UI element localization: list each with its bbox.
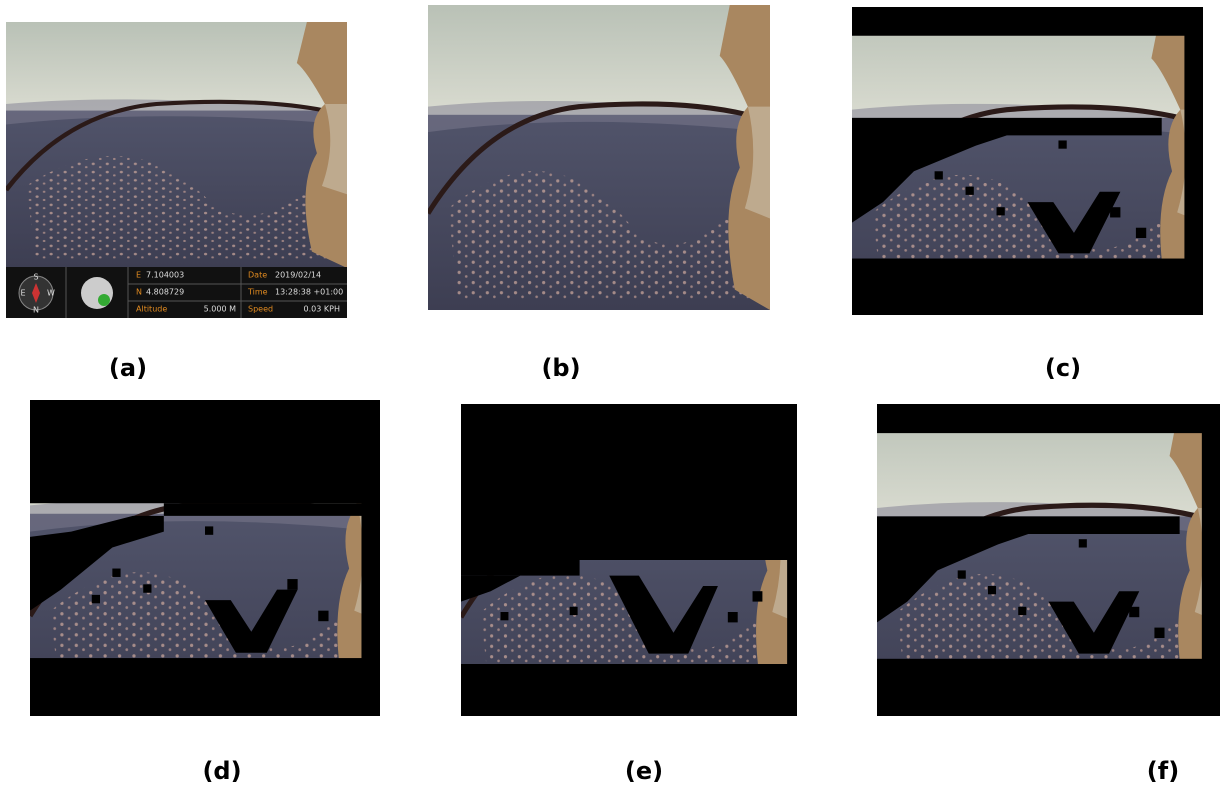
panel-a: S E W N E 7.104003 N 4.808729 Altitude 5…	[6, 22, 347, 318]
photo	[6, 22, 347, 268]
figure: S E W N E 7.104003 N 4.808729 Altitude 5…	[0, 0, 1221, 786]
compass-letter: N	[33, 306, 39, 315]
field-value: 5.000 M	[204, 305, 236, 314]
field-label: Time	[247, 288, 268, 297]
field-label: N	[136, 288, 142, 297]
gps-check	[98, 294, 110, 306]
panel-label: (e)	[625, 757, 663, 785]
field-label: Altitude	[136, 305, 167, 314]
field-label: Speed	[248, 305, 273, 314]
panel-label: (d)	[202, 757, 241, 785]
panel-label: (b)	[541, 354, 580, 382]
compass-letter: W	[47, 289, 55, 298]
field-value: 2019/02/14	[275, 271, 321, 280]
mask	[461, 404, 797, 716]
field-label: Date	[248, 271, 267, 280]
field-value: 0.03 KPH	[304, 305, 340, 314]
field-label: E	[136, 271, 141, 280]
compass-letter: S	[33, 273, 38, 282]
field-value: 7.104003	[146, 271, 184, 280]
field-value: 4.808729	[146, 288, 184, 297]
panel-label: (a)	[109, 354, 147, 382]
compass-letter: E	[20, 289, 25, 298]
panel-label: (f)	[1147, 757, 1179, 785]
panel-label: (c)	[1045, 354, 1081, 382]
field-value: 13:28:38 +01:00	[275, 288, 343, 297]
photo	[428, 5, 770, 310]
